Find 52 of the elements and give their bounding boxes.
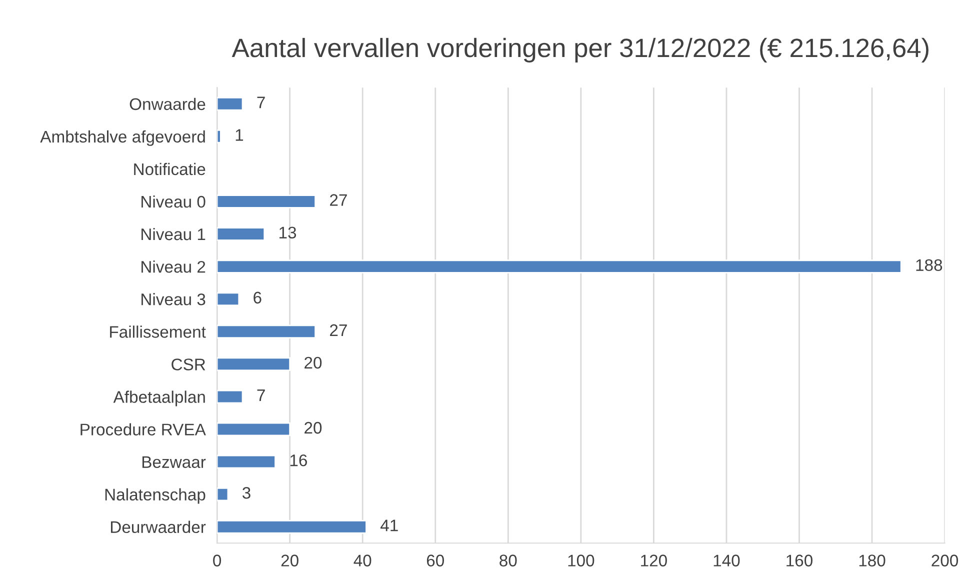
x-tick-label: 200 bbox=[932, 554, 958, 566]
bar bbox=[217, 520, 367, 534]
data-label: 7 bbox=[257, 96, 265, 108]
chart-title: Aantal vervallen vorderingen per 31/12/2022 (€ 215.126,64) bbox=[232, 38, 928, 63]
y-tick-label: Deurwaarder bbox=[110, 520, 206, 534]
x-tick-label: 80 bbox=[500, 554, 517, 566]
bar bbox=[217, 96, 244, 111]
data-label: 20 bbox=[304, 356, 322, 369]
data-label: 27 bbox=[330, 194, 347, 206]
data-label: 27 bbox=[330, 324, 347, 336]
x-tick-label: 20 bbox=[281, 554, 298, 566]
x-tick-label: 0 bbox=[213, 554, 222, 566]
bar bbox=[217, 130, 222, 144]
x-tick-label: 180 bbox=[859, 554, 886, 566]
y-tick-label: Niveau 3 bbox=[142, 293, 206, 306]
x-tick-label: 140 bbox=[714, 554, 740, 566]
bar bbox=[217, 487, 229, 502]
bar bbox=[217, 194, 316, 208]
data-label: 7 bbox=[257, 390, 265, 402]
data-label: 20 bbox=[304, 422, 322, 434]
data-label: 6 bbox=[254, 292, 262, 304]
data-label: 188 bbox=[916, 259, 942, 272]
data-label: 3 bbox=[242, 486, 250, 499]
data-label: 41 bbox=[380, 520, 398, 532]
bar bbox=[217, 260, 902, 274]
bar bbox=[217, 422, 291, 436]
y-tick-label: Notificatie bbox=[134, 162, 206, 176]
y-tick-label: Ambtshalve afgevoerd bbox=[40, 130, 205, 146]
bar bbox=[217, 357, 291, 372]
y-tick-label: CSR bbox=[172, 358, 206, 370]
bar bbox=[217, 390, 244, 404]
x-tick-label: 120 bbox=[641, 554, 667, 566]
data-label: 1 bbox=[236, 129, 244, 141]
bar bbox=[217, 454, 276, 469]
y-tick-label: Bezwaar bbox=[142, 456, 206, 468]
y-tick-label: Afbetaalplan bbox=[113, 390, 205, 406]
x-tick-label: 40 bbox=[354, 554, 372, 566]
x-tick-label: 100 bbox=[568, 554, 594, 566]
y-tick-label: Nalatenschap bbox=[105, 488, 206, 504]
y-tick-label: Procedure RVEA bbox=[80, 423, 206, 436]
bar bbox=[217, 292, 240, 306]
y-tick-label: Onwaarde bbox=[130, 98, 206, 110]
y-tick-label: Niveau 2 bbox=[142, 260, 206, 273]
x-tick-label: 160 bbox=[786, 554, 812, 566]
y-tick-label: Niveau 1 bbox=[142, 228, 206, 240]
y-tick-label: Faillissement bbox=[110, 326, 206, 338]
data-label: 13 bbox=[280, 226, 296, 238]
data-label: 16 bbox=[290, 454, 307, 466]
x-tick-label: 60 bbox=[426, 554, 444, 566]
bar bbox=[217, 324, 316, 339]
y-tick-label: Niveau 0 bbox=[142, 195, 206, 208]
bar bbox=[217, 227, 266, 241]
